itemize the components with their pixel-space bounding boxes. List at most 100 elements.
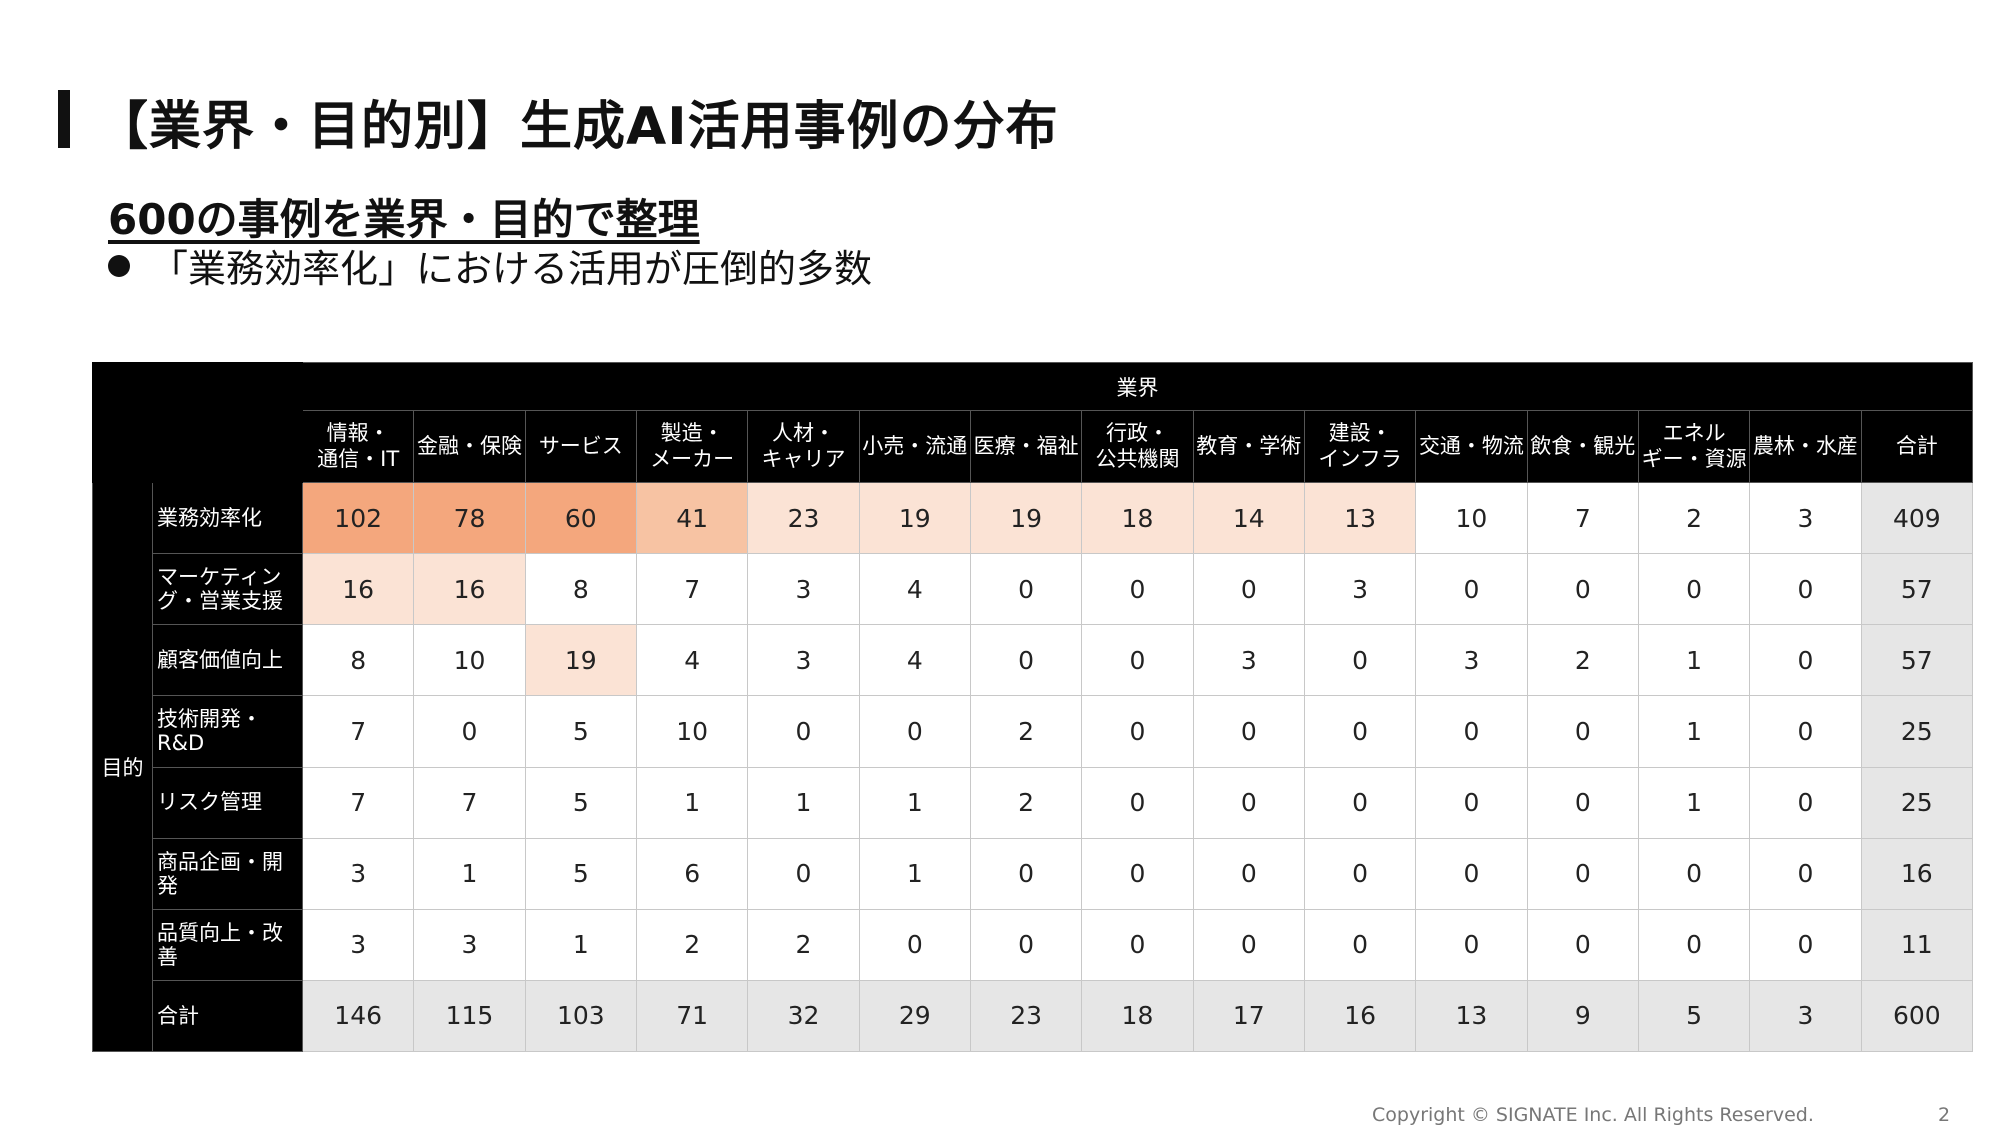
industry-header-4: 人材・ キャリア xyxy=(747,410,860,483)
value-cell: 3 xyxy=(747,624,860,697)
table-row: マーケティン グ・営業支援 16 16 8 7 3 4 0 0 0 3 0 0 0 0 57 xyxy=(93,553,1974,626)
value-cell: 60 xyxy=(524,481,637,555)
value-cell: 0 xyxy=(969,908,1083,981)
value-cell: 7 xyxy=(301,766,415,839)
value-cell: 3 xyxy=(301,908,415,981)
column-total-cell: 13 xyxy=(1415,979,1528,1053)
value-cell: 0 xyxy=(858,908,971,981)
value-cell: 0 xyxy=(1749,908,1862,981)
purpose-row-label: 技術開発・ R&D xyxy=(152,695,303,768)
value-cell: 4 xyxy=(635,624,749,697)
value-cell: 2 xyxy=(635,908,749,981)
value-cell: 0 xyxy=(1526,553,1639,626)
purpose-axis-header: 目的 xyxy=(92,482,153,1052)
value-cell: 102 xyxy=(301,481,415,555)
value-cell: 0 xyxy=(1637,553,1751,626)
value-cell: 5 xyxy=(524,837,637,910)
value-cell: 16 xyxy=(301,553,415,626)
value-cell: 8 xyxy=(524,553,637,626)
column-total-cell: 103 xyxy=(524,979,637,1053)
row-total-cell: 25 xyxy=(1860,695,1974,768)
value-cell: 1 xyxy=(635,766,749,839)
value-cell: 0 xyxy=(969,553,1083,626)
value-cell: 18 xyxy=(1081,481,1194,555)
column-total-cell: 18 xyxy=(1081,979,1194,1053)
value-cell: 1 xyxy=(1637,766,1751,839)
table-row: 技術開発・ R&D 7 0 5 10 0 0 2 0 0 0 0 0 1 0 25 xyxy=(93,695,1974,768)
value-cell: 1 xyxy=(858,837,971,910)
value-cell: 3 xyxy=(1415,624,1528,697)
industry-header-6: 医療・福祉 xyxy=(969,410,1083,483)
purpose-row-label: マーケティン グ・営業支援 xyxy=(152,553,303,626)
column-total-cell: 16 xyxy=(1303,979,1417,1053)
purpose-row-label: 顧客価値向上 xyxy=(152,624,303,697)
value-cell: 3 xyxy=(1303,553,1417,626)
value-cell: 4 xyxy=(858,624,971,697)
value-cell: 0 xyxy=(1303,624,1417,697)
value-cell: 16 xyxy=(413,553,526,626)
column-total-cell: 32 xyxy=(747,979,860,1053)
value-cell: 0 xyxy=(969,837,1083,910)
row-total-cell: 57 xyxy=(1860,553,1974,626)
column-totals-row: 合計 146 115 103 71 32 29 23 18 17 16 13 9 5 3 600 xyxy=(93,979,1974,1053)
page-number: 2 xyxy=(1938,1104,1951,1126)
value-cell: 5 xyxy=(524,766,637,839)
value-cell: 2 xyxy=(969,766,1083,839)
table-row: 商品企画・開発 3 1 5 6 0 1 0 0 0 0 0 0 0 0 16 xyxy=(93,837,1974,910)
industry-header-row: 情報・ 通信・IT 金融・保険 サービス 製造・ メーカー 人材・ キャリア 小売・流通 医療・福… xyxy=(93,410,1974,483)
value-cell: 19 xyxy=(969,481,1083,555)
value-cell: 0 xyxy=(1415,695,1528,768)
table-corner xyxy=(92,362,303,483)
value-cell: 19 xyxy=(524,624,637,697)
value-cell: 0 xyxy=(969,624,1083,697)
value-cell: 0 xyxy=(1081,624,1194,697)
table-row: 顧客価値向上 8 10 19 4 3 4 0 0 3 0 3 2 1 0 57 xyxy=(93,624,1974,697)
industry-header-12: エネル ギー・資源 xyxy=(1637,410,1751,483)
value-cell: 0 xyxy=(1303,908,1417,981)
industry-header-5: 小売・流通 xyxy=(858,410,971,483)
value-cell: 1 xyxy=(1637,695,1751,768)
value-cell: 14 xyxy=(1192,481,1305,555)
value-cell: 0 xyxy=(413,695,526,768)
industry-header-10: 交通・物流 xyxy=(1415,410,1528,483)
value-cell: 1 xyxy=(747,766,860,839)
value-cell: 10 xyxy=(413,624,526,697)
table-body: 目的 業務効率化 102 78 60 41 23 19 19 18 14 13 10 7 2 3 409 マーケテ… xyxy=(92,481,1974,1053)
value-cell: 0 xyxy=(1192,553,1305,626)
table-row: リスク管理 7 7 5 1 1 1 2 0 0 0 0 0 1 0 25 xyxy=(93,766,1974,839)
value-cell: 0 xyxy=(1526,695,1639,768)
industry-header-8: 教育・学術 xyxy=(1192,410,1305,483)
value-cell: 41 xyxy=(635,481,749,555)
value-cell: 0 xyxy=(1749,624,1862,697)
value-cell: 2 xyxy=(747,908,860,981)
value-cell: 2 xyxy=(969,695,1083,768)
value-cell: 3 xyxy=(301,837,415,910)
industry-header-total: 合計 xyxy=(1860,410,1974,483)
industry-header-11: 飲食・観光 xyxy=(1526,410,1639,483)
value-cell: 1 xyxy=(1637,624,1751,697)
value-cell: 10 xyxy=(635,695,749,768)
value-cell: 3 xyxy=(1192,624,1305,697)
column-total-cell: 5 xyxy=(1637,979,1751,1053)
value-cell: 0 xyxy=(1192,908,1305,981)
value-cell: 0 xyxy=(1081,766,1194,839)
row-total-cell: 16 xyxy=(1860,837,1974,910)
row-total-cell: 57 xyxy=(1860,624,1974,697)
case-distribution-table: 業界 情報・ 通信・IT 金融・保険 サービス 製造・ メーカー 人材・ キャリア 小売・流通医… xyxy=(92,362,1974,1053)
purpose-row-label: 品質向上・改善 xyxy=(152,908,303,981)
bullet-point: 「業務効率化」における活用が圧倒的多数 xyxy=(108,238,872,293)
value-cell: 0 xyxy=(1081,908,1194,981)
value-cell: 0 xyxy=(1303,695,1417,768)
value-cell: 1 xyxy=(413,837,526,910)
column-total-cell: 17 xyxy=(1192,979,1305,1053)
copyright-footer: Copyright © SIGNATE Inc. All Rights Rese… xyxy=(1372,1104,1814,1126)
value-cell: 2 xyxy=(1637,481,1751,555)
grand-total-cell: 600 xyxy=(1860,979,1974,1053)
value-cell: 4 xyxy=(858,553,971,626)
column-total-cell: 71 xyxy=(635,979,749,1053)
value-cell: 6 xyxy=(635,837,749,910)
value-cell: 0 xyxy=(1303,837,1417,910)
row-total-cell: 409 xyxy=(1860,481,1974,555)
value-cell: 0 xyxy=(1526,766,1639,839)
industry-header-0: 情報・ 通信・IT xyxy=(301,410,415,483)
